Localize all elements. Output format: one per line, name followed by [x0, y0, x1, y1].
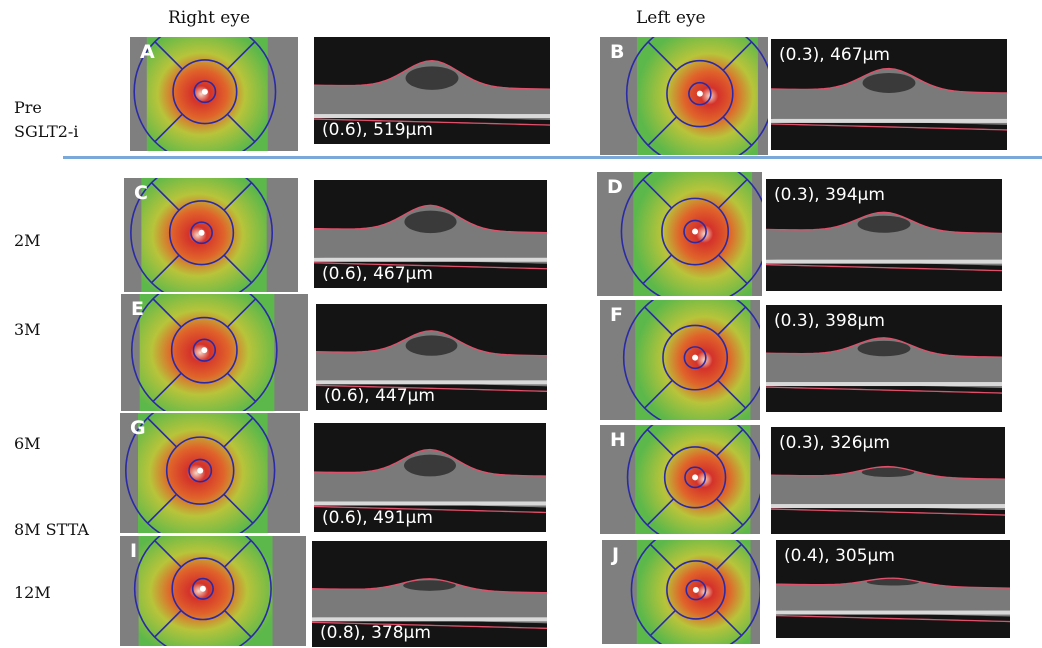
panel-letter-e: E [131, 298, 144, 320]
row-label-12m: 12M [14, 583, 51, 602]
oct-scan-graphic [776, 540, 1010, 638]
thickness-map-graphic [121, 294, 308, 411]
panel-letter-i: I [130, 540, 138, 562]
oct-scan-e: (0.6), 447μm [316, 304, 547, 410]
right-eye-title: Right eye [168, 8, 251, 28]
scan-label-b: (0.3), 467μm [779, 45, 890, 65]
panel-letter-f: F [610, 304, 623, 326]
oct-scan-a: (0.6), 519μm [314, 37, 550, 144]
oct-scan-graphic [316, 304, 547, 410]
thickness-map-j: J [602, 540, 760, 644]
thickness-map-e: E [121, 294, 308, 411]
thickness-map-f: F [600, 300, 760, 420]
panel-letter-h: H [610, 429, 626, 451]
scan-label-a: (0.6), 519μm [322, 120, 433, 140]
oct-scan-graphic [771, 427, 1005, 534]
oct-scan-graphic [766, 179, 1002, 291]
scan-label-f: (0.3), 398μm [774, 311, 885, 331]
panel-letter-a: A [140, 41, 155, 63]
thickness-map-graphic [600, 300, 760, 420]
thickness-map-h: H [600, 425, 760, 534]
thickness-map-graphic [124, 178, 298, 292]
panel-letter-c: C [134, 182, 148, 204]
thickness-map-i: I [120, 536, 306, 646]
thickness-map-graphic [120, 413, 300, 533]
oct-scan-graphic [314, 180, 547, 288]
panel-letter-d: D [607, 176, 623, 198]
scan-label-j: (0.4), 305μm [784, 546, 895, 566]
oct-scan-g: (0.6), 491μm [314, 423, 546, 532]
thickness-map-graphic [130, 37, 298, 151]
oct-scan-graphic [766, 305, 1002, 412]
scan-label-d: (0.3), 394μm [774, 185, 885, 205]
row-label-3m: 3M [14, 320, 41, 339]
row-label-6m: 6M [14, 434, 41, 453]
oct-scan-d: (0.3), 394μm [766, 179, 1002, 291]
row-label-8m-stta: 8M STTA [14, 520, 89, 539]
oct-scan-graphic [312, 541, 547, 647]
thickness-map-b: B [600, 37, 768, 155]
thickness-map-graphic [597, 172, 762, 296]
oct-scan-f: (0.3), 398μm [766, 305, 1002, 412]
oct-scan-h: (0.3), 326μm [771, 427, 1005, 534]
divider-line [63, 156, 1042, 159]
row-label-2m: 2M [14, 231, 41, 250]
left-eye-title: Left eye [636, 8, 706, 28]
thickness-map-graphic [600, 425, 760, 534]
oct-scan-graphic [314, 423, 546, 532]
scan-label-g: (0.6), 491μm [322, 508, 433, 528]
thickness-map-graphic [120, 536, 306, 646]
oct-scan-b: (0.3), 467μm [771, 39, 1007, 150]
panel-letter-g: G [130, 417, 146, 439]
thickness-map-d: D [597, 172, 762, 296]
panel-letter-b: B [610, 41, 625, 63]
thickness-map-graphic [600, 37, 768, 155]
scan-label-c: (0.6), 467μm [322, 264, 433, 284]
panel-letter-j: J [612, 544, 620, 566]
oct-scan-j: (0.4), 305μm [776, 540, 1010, 638]
oct-scan-i: (0.8), 378μm [312, 541, 547, 647]
scan-label-e: (0.6), 447μm [324, 386, 435, 406]
oct-scan-c: (0.6), 467μm [314, 180, 547, 288]
thickness-map-g: G [120, 413, 300, 533]
oct-scan-graphic [771, 39, 1007, 150]
scan-label-h: (0.3), 326μm [779, 433, 890, 453]
scan-label-i: (0.8), 378μm [320, 623, 431, 643]
oct-scan-graphic [314, 37, 550, 144]
row-label-pre: Pre SGLT2-i [14, 98, 79, 141]
thickness-map-a: A [130, 37, 298, 151]
thickness-map-c: C [124, 178, 298, 292]
thickness-map-graphic [602, 540, 760, 644]
